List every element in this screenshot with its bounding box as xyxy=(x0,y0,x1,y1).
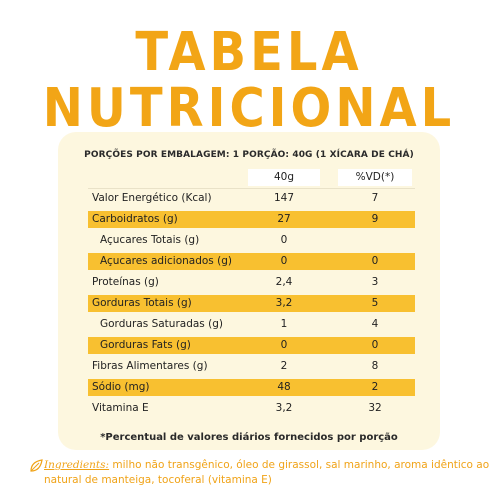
ingredients-text: milho não transgênico, óleo de girassol,… xyxy=(44,459,490,486)
column-amount: 40g xyxy=(273,171,295,183)
row-label: Fibras Alimentares (g) xyxy=(92,360,208,372)
row-amount: 27 xyxy=(277,213,291,225)
row-vd: 0 xyxy=(371,339,379,351)
table-row: Gorduras Fats (g) 0 0 xyxy=(88,335,415,356)
row-label: Açucares Totais (g) xyxy=(100,234,200,246)
row-label: Sódio (mg) xyxy=(92,381,150,393)
row-amount: 2,4 xyxy=(275,276,293,288)
row-vd: 5 xyxy=(371,297,379,309)
table-row: Açucares adicionados (g) 0 0 xyxy=(88,251,415,272)
table-row: Gorduras Totais (g) 3,2 5 xyxy=(88,293,415,314)
row-label: Valor Energético (Kcal) xyxy=(92,192,212,204)
row-amount: 3,2 xyxy=(275,297,293,309)
title-line-1: TABELA xyxy=(135,20,363,84)
row-amount: 0 xyxy=(280,339,288,351)
row-vd: 7 xyxy=(371,192,379,204)
row-vd: 2 xyxy=(371,381,379,393)
row-label: Carboidratos (g) xyxy=(92,213,178,225)
table-row: Fibras Alimentares (g) 2 8 xyxy=(88,356,415,377)
ingredients-heading: Ingredients: xyxy=(44,459,110,471)
footnote: *Percentual de valores diários fornecido… xyxy=(100,432,398,443)
row-amount: 147 xyxy=(273,192,295,204)
nutrition-table: 40g %VD(*) Valor Energético (Kcal) 147 7… xyxy=(88,167,415,419)
row-label: Gorduras Saturadas (g) xyxy=(100,318,223,330)
table-row: Açucares Totais (g) 0 xyxy=(88,230,415,251)
row-vd: 8 xyxy=(371,360,379,372)
row-vd: 32 xyxy=(368,402,382,414)
row-label: Açucares adicionados (g) xyxy=(100,255,232,267)
table-row: Valor Energético (Kcal) 147 7 xyxy=(88,188,415,209)
row-amount: 3,2 xyxy=(275,402,293,414)
table-row: Sódio (mg) 48 2 xyxy=(88,377,415,398)
row-amount: 0 xyxy=(280,234,288,246)
column-vd: %VD(*) xyxy=(355,171,395,183)
row-amount: 1 xyxy=(280,318,288,330)
row-amount: 0 xyxy=(280,255,288,267)
table-row: Proteínas (g) 2,4 3 xyxy=(88,272,415,293)
row-label: Vitamina E xyxy=(92,402,149,414)
ingredients: Ingredients: milho não transgênico, óleo… xyxy=(44,458,490,488)
table-header: 40g %VD(*) xyxy=(88,167,415,188)
row-vd: 0 xyxy=(371,255,379,267)
row-label: Gorduras Totais (g) xyxy=(92,297,192,309)
row-label: Gorduras Fats (g) xyxy=(100,339,191,351)
row-vd xyxy=(346,230,404,251)
portion-info: PORÇÕES POR EMBALAGEM: 1 PORÇÃO: 40G (1 … xyxy=(84,150,414,160)
table-row: Carboidratos (g) 27 9 xyxy=(88,209,415,230)
table-row: Vitamina E 3,2 32 xyxy=(88,398,415,419)
row-amount: 48 xyxy=(277,381,291,393)
row-label: Proteínas (g) xyxy=(92,276,159,288)
row-vd: 4 xyxy=(371,318,379,330)
row-vd: 3 xyxy=(371,276,379,288)
title-line-2: NUTRICIONAL xyxy=(42,76,456,140)
row-amount: 2 xyxy=(280,360,288,372)
leaf-icon xyxy=(30,459,43,472)
row-vd: 9 xyxy=(371,213,379,225)
table-row: Gorduras Saturadas (g) 1 4 xyxy=(88,314,415,335)
